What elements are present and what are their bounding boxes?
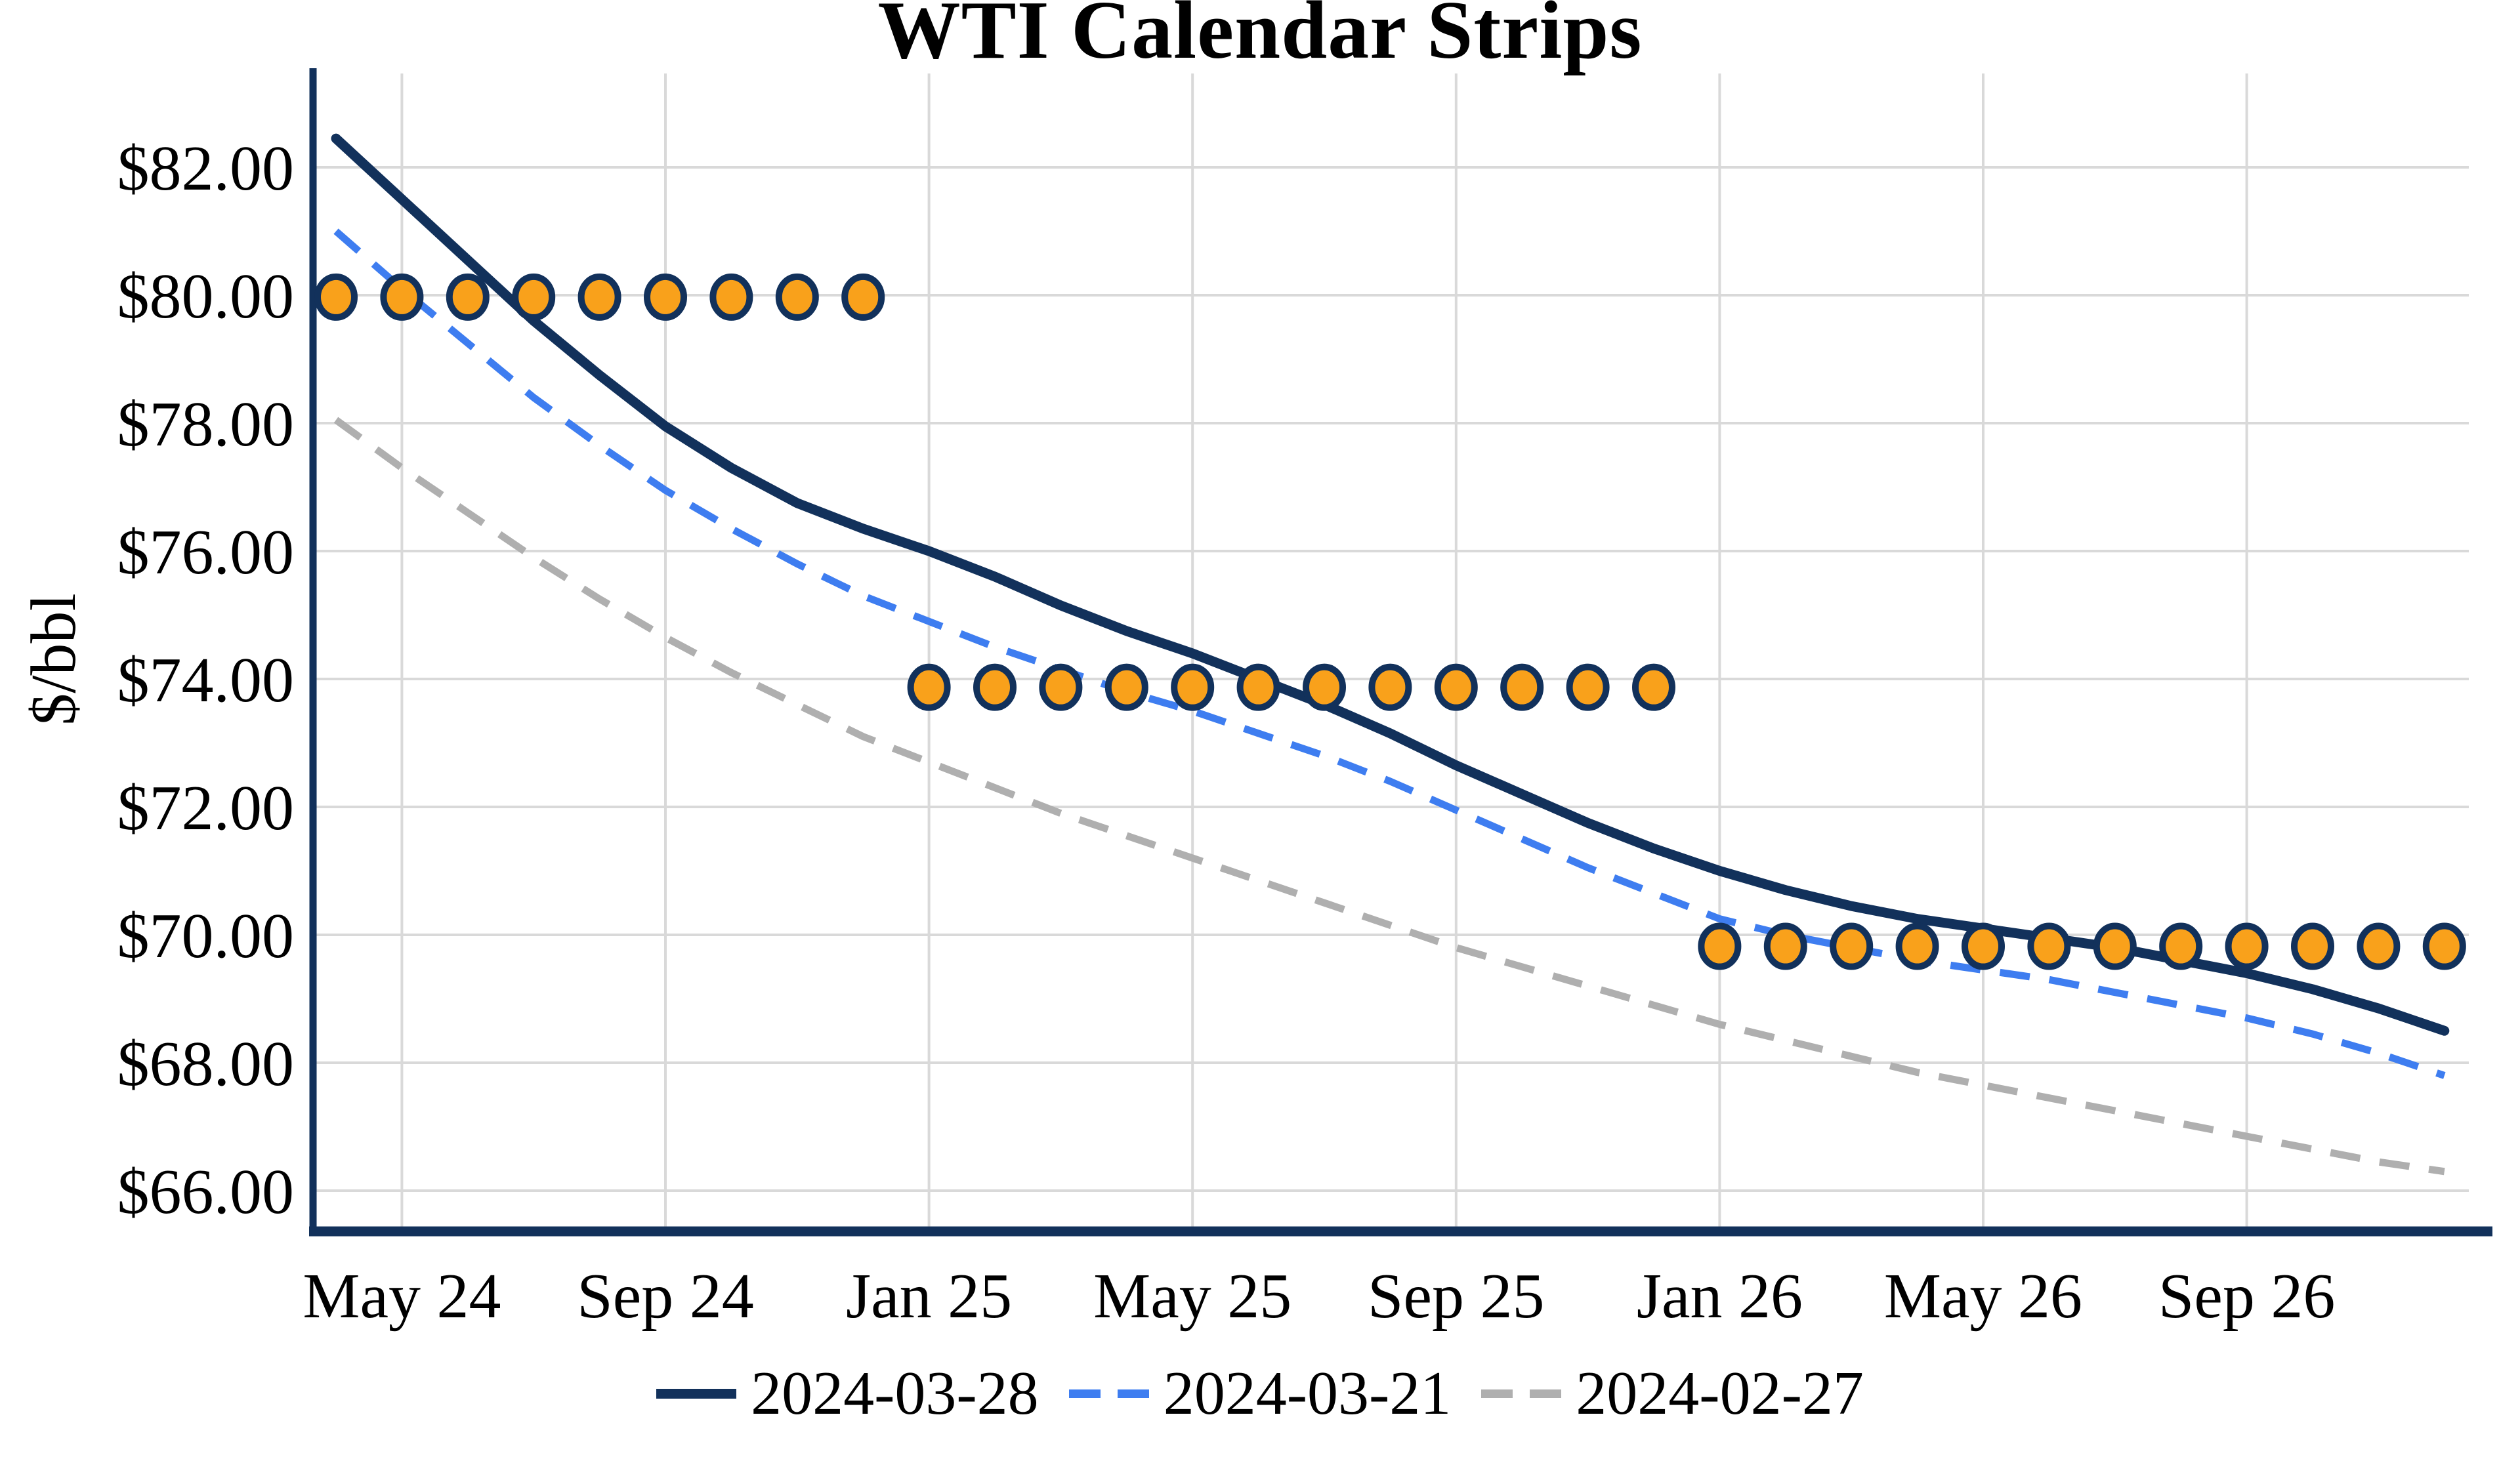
strip-marker xyxy=(1763,922,1807,970)
strip-marker xyxy=(1698,922,1742,970)
gridlines xyxy=(313,73,2469,1231)
strip-marker xyxy=(1368,663,1412,711)
strip-markers xyxy=(314,273,2466,970)
strip-marker xyxy=(1830,922,1874,970)
legend-item-2024-03-28: 2024-03-28 xyxy=(656,1358,1039,1429)
strip-marker xyxy=(1962,922,2005,970)
strip-marker xyxy=(1104,663,1148,711)
legend-label: 2024-03-21 xyxy=(1163,1359,1452,1428)
dash-segment xyxy=(1530,1389,1562,1398)
strip-marker xyxy=(775,273,819,321)
x-tick-label: May 26 xyxy=(1884,1261,2082,1332)
forward-curve-2024-02-27 xyxy=(333,417,2445,1176)
strip-marker xyxy=(1236,663,1280,711)
x-tick-label: Jan 26 xyxy=(1637,1261,1803,1332)
strip-marker xyxy=(446,273,490,321)
strip-marker xyxy=(2093,922,2137,970)
x-tick-label: Sep 26 xyxy=(2158,1261,2336,1332)
legend: 2024-03-28 2024-03-21 2024-02-27 xyxy=(0,1358,2520,1429)
y-tick-label: $82.00 xyxy=(117,133,295,204)
strip-marker xyxy=(1434,663,1478,711)
strip-marker xyxy=(380,273,424,321)
strip-marker xyxy=(2291,922,2334,970)
tick-labels: $66.00 $68.00 $70.00 $72.00 $74.00 $76.00 $78.… xyxy=(117,133,2336,1332)
strip-marker xyxy=(1895,922,1939,970)
strip-marker xyxy=(1303,663,1346,711)
strip-marker xyxy=(2159,922,2203,970)
strip-marker xyxy=(841,273,885,321)
dash-segment xyxy=(1068,1389,1101,1398)
strip-marker xyxy=(2225,922,2269,970)
legend-label: 2024-02-27 xyxy=(1576,1359,1864,1428)
dashed-line-swatch-icon xyxy=(1481,1389,1562,1398)
strip-marker xyxy=(314,273,358,321)
strip-marker xyxy=(1632,663,1675,711)
strip-marker xyxy=(644,273,687,321)
legend-item-2024-03-21: 2024-03-21 xyxy=(1068,1358,1452,1429)
strip-marker xyxy=(1039,663,1083,711)
y-tick-label: $66.00 xyxy=(117,1157,295,1227)
dash-segment xyxy=(1481,1389,1513,1398)
axes xyxy=(309,68,2492,1237)
y-tick-label: $74.00 xyxy=(117,645,295,716)
strip-marker xyxy=(973,663,1017,711)
y-tick-label: $76.00 xyxy=(117,517,295,588)
y-tick-label: $70.00 xyxy=(117,901,295,972)
strip-marker xyxy=(1500,663,1544,711)
legend-item-2024-02-27: 2024-02-27 xyxy=(1481,1358,1864,1429)
chart-title: WTI Calendar Strips xyxy=(877,0,1643,76)
dash-segment xyxy=(1117,1389,1149,1398)
strip-marker xyxy=(2357,922,2401,970)
strip-marker xyxy=(907,663,951,711)
x-tick-label: Sep 24 xyxy=(577,1261,754,1332)
strip-marker xyxy=(512,273,556,321)
strip-marker xyxy=(2027,922,2071,970)
x-tick-label: Sep 25 xyxy=(1368,1261,1545,1332)
y-tick-label: $80.00 xyxy=(117,261,295,332)
forward-curve-2024-03-21 xyxy=(333,228,2446,1079)
solid-line-swatch-icon xyxy=(656,1388,737,1399)
strip-marker xyxy=(1566,663,1610,711)
x-tick-label: May 25 xyxy=(1093,1261,1292,1332)
y-tick-label: $68.00 xyxy=(117,1029,295,1100)
x-tick-label: May 24 xyxy=(303,1261,501,1332)
strip-marker xyxy=(709,273,753,321)
y-tick-label: $78.00 xyxy=(117,389,295,460)
x-tick-label: Jan 25 xyxy=(846,1261,1012,1332)
legend-label: 2024-03-28 xyxy=(751,1359,1039,1428)
dashed-line-swatch-icon xyxy=(1068,1389,1149,1398)
strip-marker xyxy=(2422,922,2466,970)
forward-curve-2024-03-28 xyxy=(331,133,2450,1036)
y-tick-label: $72.00 xyxy=(117,773,295,844)
strip-marker xyxy=(578,273,621,321)
strip-marker xyxy=(1171,663,1215,711)
